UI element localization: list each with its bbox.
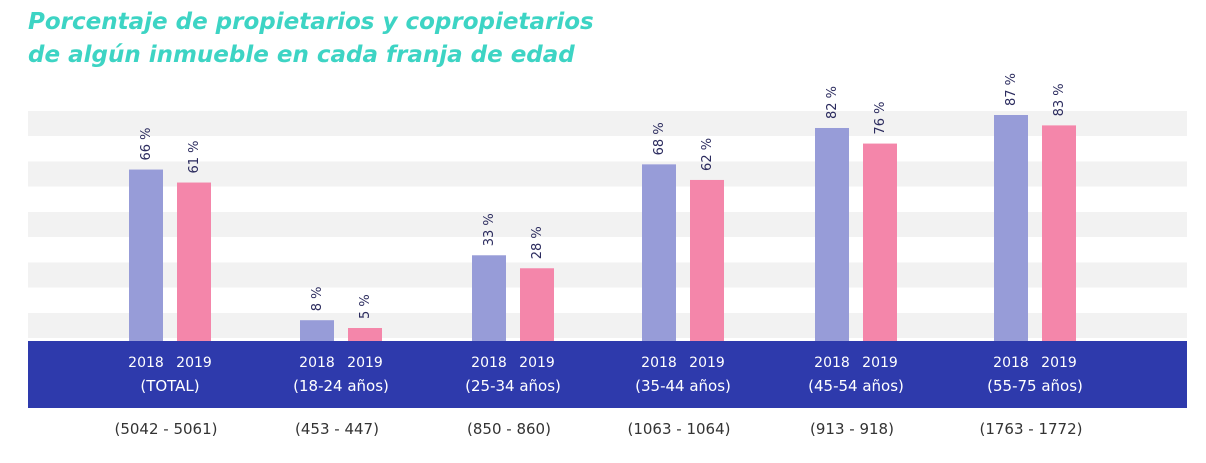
data-label-2018-3: 68 %: [652, 122, 667, 155]
category-label-3: (35-44 años): [635, 377, 731, 395]
data-label-2019-5: 83 %: [1052, 83, 1067, 116]
grid-band: [28, 212, 1187, 237]
year-label-2019-5: 2019: [1041, 355, 1077, 371]
sample-size-label-1: (453 - 447): [295, 420, 379, 438]
bar-2019-5: [1042, 125, 1076, 341]
data-label-2019-3: 62 %: [700, 138, 715, 171]
category-label-0: (TOTAL): [140, 377, 199, 395]
category-label-5: (55-75 años): [987, 377, 1083, 395]
bar-2018-3: [642, 164, 676, 341]
sample-size-label-0: (5042 - 5061): [114, 420, 217, 438]
bar-2019-1: [348, 328, 382, 341]
year-label-2018-2: 2018: [471, 355, 507, 371]
year-label-2019-3: 2019: [689, 355, 725, 371]
data-label-2019-4: 76 %: [873, 102, 888, 135]
data-label-2019-1: 5 %: [358, 294, 373, 319]
bars-layer: [129, 115, 1076, 342]
data-label-2018-0: 66 %: [139, 128, 154, 161]
sample-size-label-5: (1763 - 1772): [979, 420, 1082, 438]
data-label-2018-4: 82 %: [825, 86, 840, 119]
sample-size-label-3: (1063 - 1064): [627, 420, 730, 438]
year-label-2018-3: 2018: [641, 355, 677, 371]
bar-2019-0: [177, 182, 211, 341]
category-label-4: (45-54 años): [808, 377, 904, 395]
chart-title-line-1: Porcentaje de propietarios y copropietar…: [28, 9, 594, 35]
grid-bands: [28, 111, 1187, 338]
year-label-2018-0: 2018: [128, 355, 164, 371]
data-label-2019-0: 61 %: [187, 141, 202, 174]
year-label-2018-1: 2018: [299, 355, 335, 371]
labels-layer: 66 % 2018 61 % 2019 (TOTAL) (5042 - 5061) 8 % 2…: [114, 73, 1082, 438]
year-label-2019-2: 2019: [519, 355, 555, 371]
data-label-2018-5: 87 %: [1004, 73, 1019, 106]
chart-title: Porcentaje de propietarios y copropietar…: [28, 6, 594, 72]
bar-2018-2: [472, 255, 506, 341]
grid-band: [28, 111, 1187, 136]
chart-title-line-2: de algún inmueble en cada franja de edad: [28, 42, 575, 68]
year-label-2018-4: 2018: [814, 355, 850, 371]
data-label-2018-1: 8 %: [310, 286, 325, 311]
bar-2018-1: [300, 320, 334, 341]
grid-band: [28, 161, 1187, 187]
data-label-2019-2: 28 %: [530, 226, 545, 259]
bar-2019-3: [690, 179, 724, 341]
category-axis-band: [28, 341, 1187, 408]
year-label-2019-0: 2019: [176, 355, 212, 371]
grid-band: [28, 262, 1187, 288]
bar-2019-4: [863, 143, 897, 341]
sample-size-label-4: (913 - 918): [810, 420, 894, 438]
year-label-2019-4: 2019: [862, 355, 898, 371]
year-label-2018-5: 2018: [993, 355, 1029, 371]
category-label-1: (18-24 años): [293, 377, 389, 395]
data-label-2018-2: 33 %: [482, 213, 497, 246]
sample-size-label-2: (850 - 860): [467, 420, 551, 438]
bar-2019-2: [520, 268, 554, 341]
bar-2018-0: [129, 169, 163, 341]
category-label-2: (25-34 años): [465, 377, 561, 395]
bar-2018-4: [815, 127, 849, 342]
bar-2018-5: [994, 115, 1028, 341]
grid-band: [28, 313, 1187, 338]
year-label-2019-1: 2019: [347, 355, 383, 371]
